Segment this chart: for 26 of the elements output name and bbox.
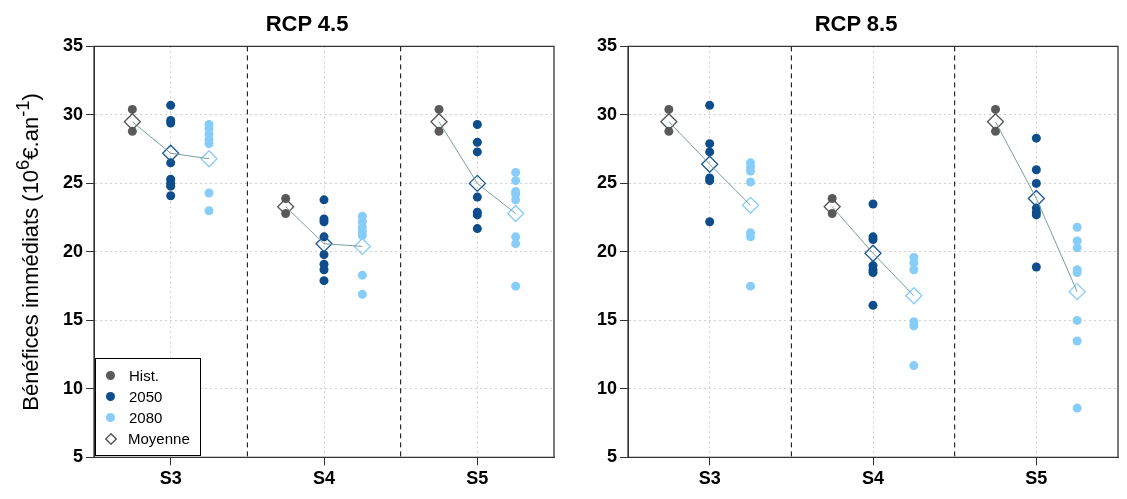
chart-title: RCP 4.5 [265,11,349,37]
y-tick-label: 5 [606,446,617,467]
x-tick-label: S3 [159,468,182,489]
y-tick-label: 25 [596,172,617,193]
y-tick-label: 10 [62,377,84,398]
x-tick-label: S4 [313,468,336,489]
y-tick-label: 35 [596,35,617,56]
y-tick-label: 20 [596,240,617,261]
y-tick-label: 30 [62,103,84,124]
x-tick-label: S5 [466,468,489,489]
y-tick-label: 15 [596,309,617,330]
x-tick-label: S4 [861,468,884,489]
y-tick-label: 5 [73,446,84,467]
y-tick-label: 30 [596,103,617,124]
y-tick-label: 35 [62,35,84,56]
legend-label: Moyenne [128,430,190,448]
legend-label: Hist. [129,367,160,385]
y-tick-label: 20 [62,240,84,261]
chart-title: RCP 8.5 [814,11,897,37]
legend-label: 2080 [129,409,163,427]
y-tick-label: 25 [62,172,84,193]
y-tick-label: 10 [596,377,617,398]
x-tick-label: S3 [698,468,721,489]
x-tick-label: S5 [1024,468,1047,489]
y-tick-label: 15 [62,309,84,330]
legend-label: 2050 [129,388,163,406]
